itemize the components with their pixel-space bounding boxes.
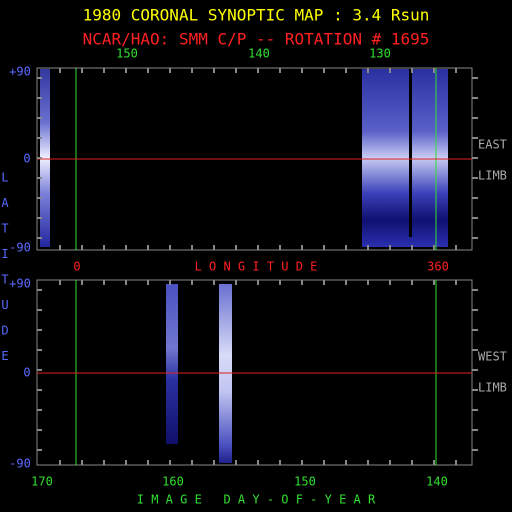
lat-label: 0 bbox=[23, 366, 30, 380]
lat-label: -90 bbox=[9, 241, 31, 255]
bottom-tick-label: 170 bbox=[31, 475, 53, 489]
latitude-letter: U bbox=[1, 298, 8, 312]
limb-label: LIMB bbox=[478, 169, 507, 183]
longitude-label: 0 bbox=[73, 260, 80, 274]
latitude-letter: T bbox=[1, 222, 8, 236]
latitude-letter: D bbox=[1, 324, 8, 338]
bottom-tick-label: 150 bbox=[294, 475, 316, 489]
latitude-letter: T bbox=[1, 273, 8, 287]
longitude-axis: 0 L O N G I T U D E 360 bbox=[73, 260, 448, 274]
bottom-tick-label: 160 bbox=[162, 475, 184, 489]
data-stripe bbox=[166, 284, 178, 444]
bottom-title: I M A G E D A Y - O F - Y E A R bbox=[137, 493, 376, 507]
latitude-letter: L bbox=[1, 171, 8, 185]
data-stripe bbox=[40, 69, 50, 247]
top-tick-label: 150 bbox=[116, 47, 138, 61]
lat-label: +90 bbox=[9, 277, 31, 291]
title: 1980 CORONAL SYNOPTIC MAP : 3.4 Rsun bbox=[83, 6, 430, 25]
top-tick-label: 130 bbox=[369, 47, 391, 61]
bottom-tick-label: 140 bbox=[426, 475, 448, 489]
data-region bbox=[362, 69, 448, 247]
tick-marks bbox=[37, 68, 478, 465]
longitude-title: L O N G I T U D E bbox=[195, 260, 318, 274]
latitude-letter: I bbox=[1, 247, 8, 261]
top-axis: 150 140 130 bbox=[116, 47, 391, 61]
latitude-letter: A bbox=[1, 196, 9, 210]
limb-label: WEST bbox=[478, 350, 507, 364]
latitude-labels: +90 0 -90 +90 0 -90 bbox=[9, 65, 31, 471]
subtitle: NCAR/HAO: SMM C/P -- ROTATION # 1695 bbox=[83, 30, 430, 49]
lat-label: +90 bbox=[9, 65, 31, 79]
top-tick-label: 140 bbox=[248, 47, 270, 61]
limb-labels: EAST LIMB WEST LIMB bbox=[478, 138, 507, 395]
limb-label: EAST bbox=[478, 138, 507, 152]
lat-label: -90 bbox=[9, 457, 31, 471]
bottom-axis: 170 160 150 140 I M A G E D A Y - O F - … bbox=[31, 475, 448, 507]
longitude-label: 360 bbox=[427, 260, 449, 274]
limb-label: LIMB bbox=[478, 381, 507, 395]
data-gap bbox=[409, 69, 412, 237]
lat-label: 0 bbox=[23, 152, 30, 166]
latitude-letter: E bbox=[1, 349, 8, 363]
